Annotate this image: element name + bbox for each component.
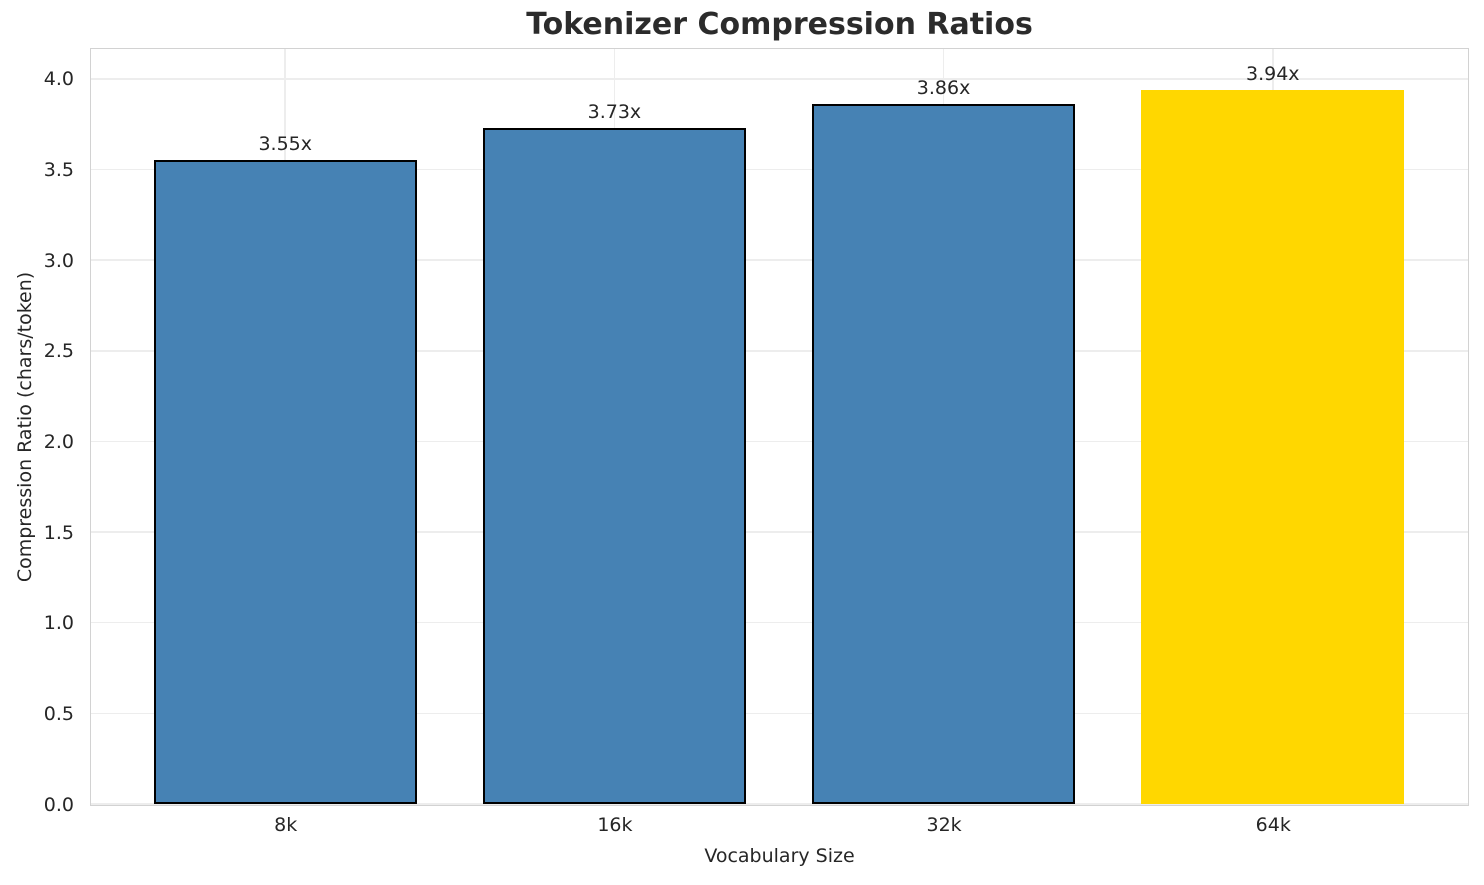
horizontal-gridline [91, 259, 1468, 261]
horizontal-gridline [91, 531, 1468, 533]
bar-value-label: 3.55x [258, 133, 312, 156]
y-tick-label: 2.5 [43, 340, 74, 363]
y-tick-label: 2.0 [43, 430, 74, 453]
horizontal-gridline [91, 440, 1468, 443]
bar-value-label: 3.86x [916, 77, 971, 100]
horizontal-gridline [91, 350, 1468, 352]
bar-32k [811, 104, 1076, 804]
y-tick-label: 3.0 [43, 249, 74, 272]
y-tick-label: 1.5 [43, 521, 74, 544]
bar-16k [482, 127, 747, 804]
y-tick-label: 3.5 [43, 159, 74, 182]
bar-8k [153, 160, 417, 804]
x-tick-label: 16k [597, 814, 633, 836]
bar-64k [1141, 89, 1405, 804]
chart-title: Tokenizer Compression Ratios [526, 7, 1033, 42]
horizontal-gridline [91, 803, 1468, 805]
y-tick-label: 0.5 [43, 702, 74, 725]
y-tick-label: 1.0 [43, 612, 74, 635]
horizontal-gridline [91, 621, 1468, 624]
x-axis-label: Vocabulary Size [704, 845, 855, 867]
horizontal-gridline [91, 78, 1468, 80]
bar-value-label: 3.94x [1245, 62, 1300, 85]
horizontal-gridline [91, 712, 1468, 715]
x-tick-label: 32k [926, 814, 962, 836]
x-tick-label: 64k [1255, 814, 1291, 836]
y-tick-label: 0.0 [43, 793, 74, 816]
x-tick-label: 8k [274, 814, 298, 836]
horizontal-gridline [91, 168, 1468, 171]
bar-value-label: 3.73x [587, 100, 642, 123]
y-tick-label: 4.0 [43, 68, 74, 91]
plot-area: 3.55x 3.73x 3.86x 3.94x [90, 48, 1469, 806]
